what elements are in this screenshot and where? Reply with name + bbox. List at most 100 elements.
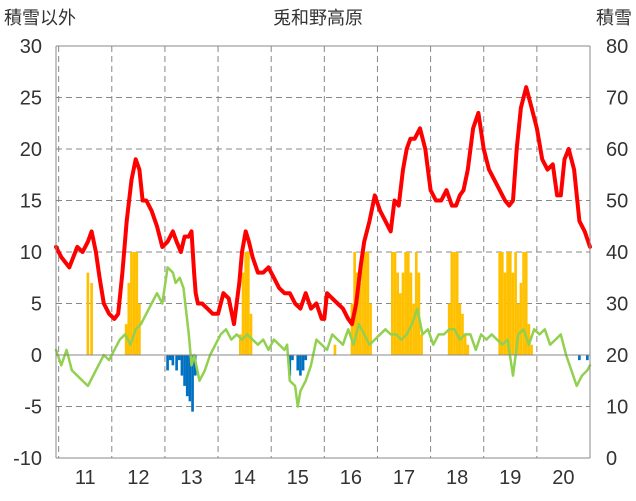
bar bbox=[132, 252, 136, 355]
bar bbox=[177, 355, 181, 361]
bar bbox=[239, 334, 242, 355]
bar bbox=[90, 282, 93, 355]
bar bbox=[180, 355, 184, 376]
bar bbox=[466, 344, 470, 355]
bar bbox=[527, 324, 531, 355]
bar bbox=[175, 355, 178, 371]
red-series-line bbox=[54, 85, 592, 327]
x-tick-label: 15 bbox=[287, 467, 309, 489]
bar bbox=[393, 252, 397, 355]
bar bbox=[414, 252, 418, 355]
bar bbox=[188, 355, 192, 402]
bar bbox=[247, 252, 250, 355]
green-series-line bbox=[54, 266, 592, 408]
left-axis-title: 積雪以外 bbox=[4, 8, 76, 29]
right-axis-title: 積雪 bbox=[596, 8, 632, 29]
bar bbox=[241, 272, 245, 355]
right-tick-label: 40 bbox=[606, 242, 628, 264]
bar bbox=[138, 303, 141, 355]
left-tick-label: 0 bbox=[31, 345, 42, 367]
bar bbox=[191, 355, 194, 412]
bar bbox=[361, 252, 364, 355]
right-tick-label: 50 bbox=[606, 191, 628, 213]
bar bbox=[391, 252, 394, 355]
left-tick-label: 30 bbox=[20, 36, 42, 58]
x-tick-label: 14 bbox=[234, 467, 256, 489]
bar bbox=[516, 303, 520, 355]
bar bbox=[530, 344, 533, 355]
bar bbox=[458, 303, 462, 355]
bar bbox=[86, 272, 90, 355]
left-tick-label: -5 bbox=[24, 397, 42, 419]
bar bbox=[291, 355, 294, 361]
bar bbox=[244, 252, 248, 355]
x-tick-label: 12 bbox=[127, 467, 149, 489]
x-tick-label: 13 bbox=[180, 467, 202, 489]
bar bbox=[124, 324, 128, 355]
bar bbox=[406, 252, 410, 355]
bar bbox=[455, 252, 459, 355]
line-series bbox=[54, 85, 592, 408]
bar bbox=[398, 293, 402, 355]
bar bbox=[412, 303, 415, 355]
bar bbox=[450, 252, 454, 355]
bar-series bbox=[86, 252, 589, 412]
bar bbox=[166, 355, 169, 371]
bar bbox=[506, 252, 509, 355]
right-tick-label: 60 bbox=[606, 139, 628, 161]
bar bbox=[501, 252, 504, 355]
bar bbox=[508, 252, 512, 355]
bar bbox=[350, 303, 354, 355]
bar bbox=[396, 272, 399, 355]
bar bbox=[355, 272, 359, 355]
x-tick-label: 17 bbox=[393, 467, 415, 489]
bar bbox=[524, 252, 528, 355]
left-tick-label: 10 bbox=[20, 242, 42, 264]
right-tick-label: 0 bbox=[606, 448, 617, 470]
bar bbox=[420, 334, 423, 355]
bar bbox=[586, 355, 589, 361]
bar bbox=[463, 334, 467, 355]
bar bbox=[183, 355, 186, 386]
bar bbox=[519, 282, 523, 355]
x-tick-label: 20 bbox=[552, 467, 574, 489]
left-tick-label: 15 bbox=[20, 191, 42, 213]
bar bbox=[127, 282, 131, 355]
bar bbox=[404, 252, 407, 355]
right-tick-label: 70 bbox=[606, 88, 628, 110]
bar bbox=[363, 252, 367, 355]
bar bbox=[461, 313, 464, 355]
right-tick-label: 80 bbox=[606, 36, 628, 58]
right-tick-label: 30 bbox=[606, 294, 628, 316]
bar bbox=[249, 313, 253, 355]
bar bbox=[498, 252, 501, 355]
plot-frame bbox=[55, 45, 591, 459]
chart-title: 兎和野高原 bbox=[273, 8, 363, 29]
bar bbox=[299, 355, 302, 376]
bar bbox=[503, 272, 507, 355]
bar bbox=[135, 252, 139, 355]
right-tick-label: 20 bbox=[606, 345, 628, 367]
left-tick-label: 25 bbox=[20, 88, 42, 110]
bar bbox=[453, 252, 456, 355]
bar bbox=[171, 355, 175, 366]
x-tick-label: 11 bbox=[75, 467, 96, 489]
right-tick-label: 10 bbox=[606, 397, 628, 419]
bar bbox=[168, 355, 172, 361]
left-tick-label: 20 bbox=[20, 139, 42, 161]
bar bbox=[296, 355, 300, 371]
bar bbox=[511, 272, 515, 355]
bar bbox=[369, 303, 372, 355]
bar bbox=[130, 252, 133, 355]
x-tick-label: 19 bbox=[499, 467, 521, 489]
bar bbox=[409, 272, 413, 355]
bar bbox=[366, 252, 370, 355]
bar bbox=[401, 272, 405, 355]
left-tick-label: -10 bbox=[13, 448, 42, 470]
bar bbox=[304, 355, 308, 361]
bar bbox=[301, 355, 305, 371]
bar bbox=[185, 355, 189, 397]
left-tick-label: 5 bbox=[31, 294, 42, 316]
